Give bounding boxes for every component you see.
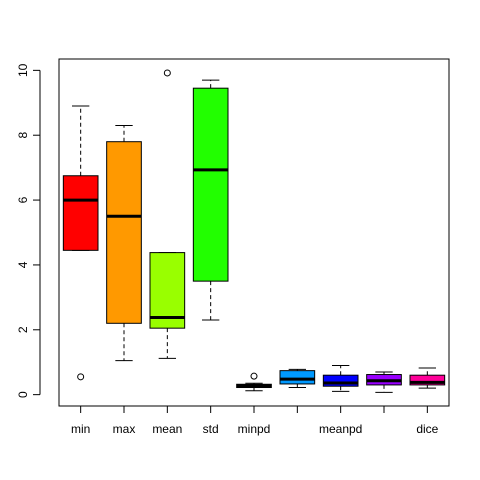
box-body: [409, 374, 446, 386]
box-7: [322, 364, 359, 392]
box-body: [149, 252, 186, 329]
y-tick-label: 0: [16, 391, 30, 398]
box-body: [62, 175, 99, 251]
x-axis: min max mean std minpd meanpd dice: [71, 405, 439, 436]
x-tick-label: min: [71, 422, 90, 436]
box-body: [322, 374, 359, 387]
x-tick-label: std: [203, 422, 219, 436]
x-tick-label: minpd: [238, 422, 271, 436]
y-axis: 0 2 4 6 8 10: [16, 63, 41, 398]
y-tick-label: 10: [16, 63, 30, 77]
outlier-point: [77, 373, 85, 381]
y-tick-label: 2: [16, 326, 30, 333]
x-tick-label: dice: [416, 422, 438, 436]
box-body: [106, 141, 142, 324]
y-tick-label: 8: [16, 132, 30, 139]
box-body: [192, 87, 229, 282]
x-tick-label: meanpd: [319, 422, 362, 436]
box-9: [409, 367, 446, 389]
box-2: [106, 124, 142, 362]
box-6: [279, 368, 316, 389]
outlier-point: [250, 372, 258, 380]
x-tick-label: max: [113, 422, 136, 436]
box-8: [366, 371, 402, 393]
box-1: [62, 105, 99, 381]
box-4: [192, 79, 229, 321]
x-tick-label: mean: [152, 422, 182, 436]
plot-area: [62, 69, 446, 393]
box-body: [279, 370, 316, 385]
box-5: [236, 372, 272, 392]
outlier-point: [163, 69, 171, 77]
y-tick-label: 4: [16, 261, 30, 268]
box-3: [149, 69, 186, 359]
y-tick-label: 6: [16, 196, 30, 203]
